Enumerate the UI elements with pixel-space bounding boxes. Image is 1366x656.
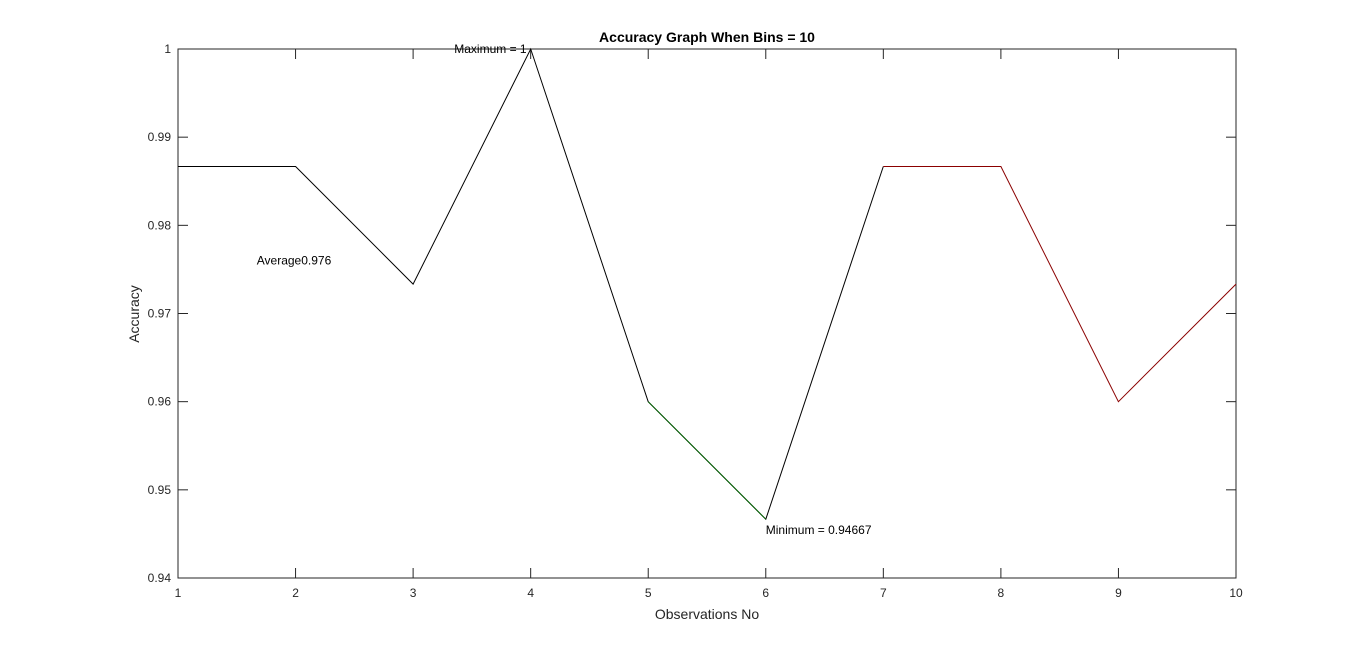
x-tick-label: 9 [1115,586,1122,600]
y-axis-label: Accuracy [126,285,142,343]
x-axis-label: Observations No [655,606,759,622]
axis-ticks [177,48,1237,579]
x-tick-label: 3 [410,586,417,600]
annotation-label: Minimum = 0.94667 [766,523,872,537]
x-tick-label: 10 [1229,586,1243,600]
annotation-label: Maximum = 1 [454,42,527,56]
axis-tick-labels: 1 2 3 4 5 6 7 8 9 10 0.94 0.95 0.96 0.97 0.98 0.99 1 [148,42,1243,600]
y-tick-label: 0.98 [148,218,172,232]
x-tick-label: 4 [527,586,534,600]
x-tick-label: 2 [292,586,299,600]
series-line [883,166,1237,403]
y-tick-label: 0.95 [148,483,172,497]
annotation-label: Average0.976 [257,254,332,268]
x-tick-label: 1 [175,586,182,600]
annotations: Maximum = 1 Average0.976 Minimum = 0.94667 [257,42,872,537]
data-series [178,47,1237,521]
x-tick-label: 7 [880,586,887,600]
y-tick-label: 1 [164,42,171,56]
x-tick-label: 5 [645,586,652,600]
y-tick-label: 0.94 [148,571,172,585]
plot-area [177,48,1237,579]
chart-title: Accuracy Graph When Bins = 10 [599,29,815,45]
y-tick-label: 0.96 [148,395,172,409]
y-tick-label: 0.97 [148,307,172,321]
x-tick-label: 6 [762,586,769,600]
y-tick-label: 0.99 [148,130,172,144]
series-line [647,401,767,520]
x-tick-label: 8 [998,586,1005,600]
